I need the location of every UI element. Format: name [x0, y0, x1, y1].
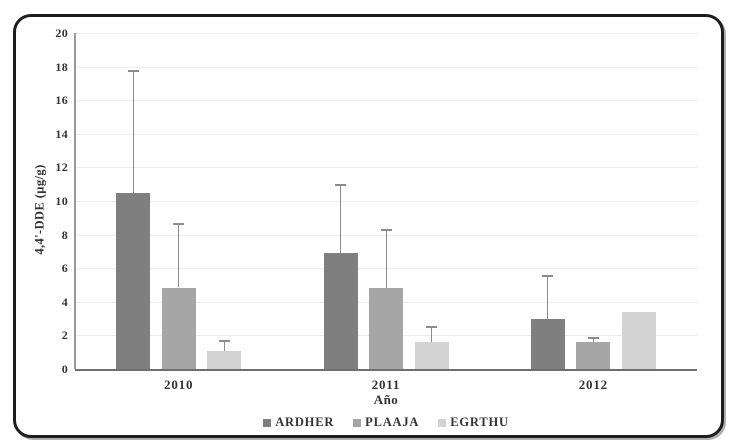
y-axis-line	[74, 33, 76, 369]
error-bar-egrthu-2010	[223, 339, 225, 352]
error-cap-ardher-2012	[542, 274, 554, 277]
y-tick-label-2: 2	[61, 328, 68, 343]
bar-ardher-2012	[530, 318, 565, 369]
gridline-y-10	[75, 201, 697, 202]
gridline-y-18	[75, 66, 697, 68]
y-tick-label-0: 0	[61, 362, 68, 376]
bar-plaaja-2012	[576, 342, 611, 369]
error-cap-egrthu-2010	[218, 339, 230, 342]
error-cap-plaaja-2010	[173, 222, 185, 225]
gridline-y-12	[75, 167, 697, 169]
bar-plaaja-2011	[369, 288, 403, 369]
bar-plaaja-2010	[161, 287, 196, 369]
y-tick-label-18: 18	[55, 59, 68, 74]
category-label-2012: 2012	[578, 377, 608, 392]
bar-egrthu-2010	[207, 351, 242, 369]
legend-label-egrthu: EGRTHU	[450, 415, 509, 429]
error-bar-plaaja-2012	[592, 337, 594, 343]
legend-item-ardher: ARDHER	[263, 415, 334, 430]
legend-item-egrthu: EGRTHU	[438, 415, 509, 430]
x-axis-title: Año	[373, 392, 399, 407]
legend: ARDHER PLAAJA EGRTHU	[75, 415, 697, 430]
error-cap-egrthu-2011	[426, 326, 437, 329]
gridline-y-14	[75, 133, 697, 135]
error-cap-plaaja-2012	[587, 337, 599, 340]
bar-ardher-2010	[116, 192, 151, 369]
error-bar-plaaja-2011	[385, 228, 387, 289]
y-tick-label-16: 16	[55, 93, 68, 108]
category-label-2010: 2010	[164, 377, 194, 392]
bar-egrthu-2011	[414, 342, 449, 369]
error-bar-egrthu-2011	[431, 326, 432, 343]
gridline-y-16	[75, 100, 697, 102]
error-bar-ardher-2010	[132, 70, 134, 193]
y-tick-label-10: 10	[55, 194, 68, 208]
error-bar-plaaja-2010	[178, 222, 180, 288]
legend-label-ardher: ARDHER	[275, 415, 335, 429]
legend-item-plaaja: PLAAJA	[353, 415, 419, 430]
legend-swatch-ardher	[263, 418, 272, 427]
legend-label-plaaja: PLAAJA	[365, 415, 420, 429]
bar-egrthu-2012	[621, 311, 656, 369]
error-bar-ardher-2012	[547, 274, 549, 319]
error-cap-ardher-2010	[127, 70, 139, 72]
y-tick-label-8: 8	[61, 227, 68, 242]
error-cap-ardher-2011	[335, 184, 346, 187]
error-cap-plaaja-2011	[380, 228, 392, 231]
error-bar-ardher-2011	[340, 184, 341, 254]
y-tick-label-6: 6	[61, 261, 68, 276]
y-tick-label-20: 20	[55, 26, 68, 40]
y-tick-label-14: 14	[55, 126, 68, 141]
legend-swatch-egrthu	[438, 418, 447, 427]
y-tick-label-4: 4	[61, 294, 68, 309]
gridline-y-20	[75, 33, 697, 34]
y-tick-label-12: 12	[55, 160, 68, 175]
bar-ardher-2011	[323, 253, 358, 369]
legend-swatch-plaaja	[353, 418, 362, 427]
x-axis-line	[75, 369, 697, 371]
category-label-2011: 2011	[371, 377, 401, 392]
y-axis-title: 4,4'-DDE (µg/g)	[32, 164, 47, 255]
